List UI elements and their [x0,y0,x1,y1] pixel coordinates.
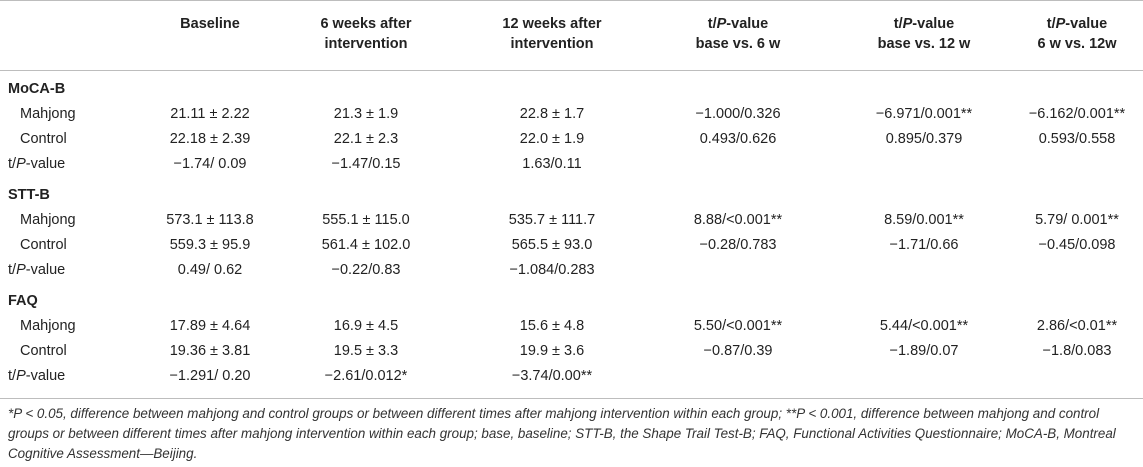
row-label: t/P-value [8,262,66,278]
table-row: Control 559.3 ± 95.9 561.4 ± 102.0 565.5 ± … [0,233,1143,258]
table-cell: −1.89/0.07 [889,343,959,359]
table-cell: −6.162/0.001** [1028,106,1126,122]
table-cell: 561.4 ± 102.0 [321,237,411,253]
row-label: Control [20,237,67,253]
row-label: Control [20,131,67,147]
table-cell: −3.74/0.00** [511,368,593,384]
table-cell: 22.8 ± 1.7 [519,106,585,122]
table-row: Control 22.18 ± 2.39 22.1 ± 2.3 22.0 ± 1.9 0… [0,127,1143,152]
table-cell: −0.87/0.39 [703,343,773,359]
table-cell: 0.49/ 0.62 [177,262,243,278]
table-cell: −0.22/0.83 [331,262,401,278]
table-cell: −6.971/0.001** [875,106,973,122]
table-bottom-rule [0,398,1143,399]
section-row: STT-B [0,183,1143,208]
column-header-line: t/P-value [893,16,955,32]
row-label: Control [20,343,67,359]
table-row: t/P-value 0.49/ 0.62 −0.22/0.83 −1.084/0.28… [0,258,1143,283]
table-cell: 8.88/<0.001** [693,212,783,228]
table-cell: 19.5 ± 3.3 [333,343,399,359]
table-cell: 5.50/<0.001** [693,318,783,334]
column-header-line: 6 w vs. 12w [1037,36,1117,52]
table-cell: 0.493/0.626 [699,131,777,147]
column-header: t/P-value base vs. 12 w [839,14,1009,62]
table-cell: 2.86/<0.01** [1036,318,1118,334]
table-cell: 19.9 ± 3.6 [519,343,585,359]
column-header-line: base vs. 6 w [695,36,781,52]
table-cell: 0.593/0.558 [1038,131,1116,147]
table-cell: 555.1 ± 115.0 [322,212,410,228]
row-label: Mahjong [20,318,76,334]
table-row: Mahjong 21.11 ± 2.22 21.3 ± 1.9 22.8 ± 1.7 −… [0,102,1143,127]
table-cell: 5.79/ 0.001** [1035,212,1119,228]
table-cell: 5.44/<0.001** [879,318,969,334]
section-row: MoCA-B [0,77,1143,102]
table-cell: −1.71/0.66 [889,237,959,253]
column-header: t/P-value 6 w vs. 12w [992,14,1143,62]
table-top-rule [0,0,1143,1]
table-cell: 0.895/0.379 [885,131,963,147]
table-cell: 21.3 ± 1.9 [333,106,399,122]
column-header-line: t/P-value [1046,16,1108,32]
column-header-line: intervention [324,36,408,52]
table-row: Mahjong 17.89 ± 4.64 16.9 ± 4.5 15.6 ± 4.8 5… [0,314,1143,339]
section-title: FAQ [8,293,38,309]
section-title: STT-B [8,187,50,203]
row-label: Mahjong [20,212,76,228]
table-row: Control 19.36 ± 3.81 19.5 ± 3.3 19.9 ± 3.6 −… [0,339,1143,364]
column-header: t/P-value base vs. 6 w [653,14,823,62]
column-header-line: intervention [510,36,594,52]
table-cell: −1.291/ 0.20 [169,368,251,384]
table-cell: 22.1 ± 2.3 [333,131,399,147]
table-cell: 21.11 ± 2.22 [170,106,250,122]
table-cell: −0.28/0.783 [699,237,777,253]
column-header-line: 12 weeks after [502,16,602,32]
row-label: t/P-value [8,368,66,384]
table-cell: 15.6 ± 4.8 [519,318,585,334]
table-cell: −1.47/0.15 [331,156,401,172]
row-label: t/P-value [8,156,66,172]
row-label: Mahjong [20,106,76,122]
column-header: Baseline [125,14,295,62]
table-cell: 16.9 ± 4.5 [333,318,399,334]
table-cell: −1.8/0.083 [1042,343,1112,359]
table-cell: 1.63/0.11 [522,156,582,172]
column-header: 6 weeks after intervention [281,14,451,62]
column-header: 12 weeks after intervention [467,14,637,62]
column-header-line: base vs. 12 w [877,36,971,52]
table-cell: 17.89 ± 4.64 [169,318,251,334]
section-row: FAQ [0,289,1143,314]
table-cell: −1.084/0.283 [509,262,595,278]
table-cell: −1.000/0.326 [695,106,781,122]
header-rule [0,70,1143,71]
table-footnote: *P < 0.05, difference between mahjong an… [8,406,1116,461]
table-cell: 559.3 ± 95.9 [169,237,251,253]
table-cell: −2.61/0.012* [324,368,408,384]
table-cell: −0.45/0.098 [1038,237,1116,253]
table-cell: 8.59/0.001** [884,212,964,228]
table-cell: 565.5 ± 93.0 [511,237,593,253]
table-row: t/P-value −1.291/ 0.20 −2.61/0.012* −3.74/0… [0,364,1143,389]
section-title: MoCA-B [8,81,66,97]
table-cell: −1.74/ 0.09 [173,156,247,172]
column-header-line: 6 weeks after [320,16,412,32]
table-cell: 22.0 ± 1.9 [519,131,585,147]
table-row: Mahjong 573.1 ± 113.8 555.1 ± 115.0 535.7 ±… [0,208,1143,233]
column-header-line: Baseline [180,16,240,32]
table-cell: 22.18 ± 2.39 [169,131,251,147]
table-cell: 19.36 ± 3.81 [169,343,251,359]
table-cell: 535.7 ± 111.7 [508,212,596,228]
table-cell: 573.1 ± 113.8 [166,212,254,228]
column-header-line: t/P-value [707,16,769,32]
table-row: t/P-value −1.74/ 0.09 −1.47/0.15 1.63/0.11 [0,152,1143,177]
